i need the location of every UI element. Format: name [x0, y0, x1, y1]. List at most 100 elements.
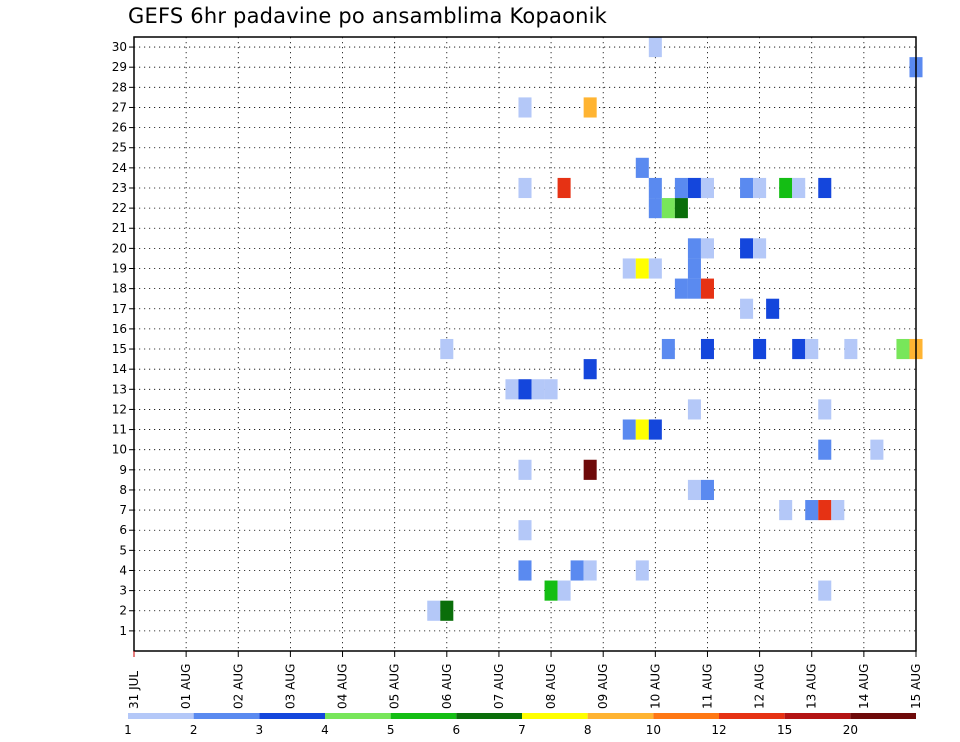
x-tick-label: 13 AUG — [805, 664, 819, 709]
data-cell — [687, 278, 701, 299]
y-tick-label: 24 — [112, 161, 127, 175]
legend-label: 1 — [124, 723, 132, 737]
data-cell — [440, 600, 454, 621]
y-tick-label: 7 — [119, 503, 127, 517]
data-cell — [687, 258, 701, 279]
y-tick-label: 23 — [112, 181, 127, 195]
data-cell — [427, 600, 441, 621]
legend-swatch — [784, 713, 851, 719]
y-tick-label: 16 — [112, 322, 127, 336]
data-cell — [583, 97, 597, 118]
x-tick-label: 05 AUG — [388, 664, 402, 709]
legend-label: 7 — [518, 723, 526, 737]
data-cell — [792, 338, 806, 360]
y-tick-label: 19 — [112, 262, 127, 276]
data-cell — [674, 278, 688, 299]
data-cell — [622, 258, 636, 279]
data-cell — [648, 198, 662, 219]
legend-label: 12 — [711, 723, 726, 737]
data-cell — [700, 338, 714, 360]
legend-label: 8 — [584, 723, 592, 737]
legend-label: 4 — [321, 723, 329, 737]
y-tick-label: 4 — [119, 563, 127, 577]
legend-swatch — [850, 713, 916, 719]
data-cell — [687, 177, 701, 199]
data-cell — [518, 97, 532, 118]
data-cell — [518, 520, 532, 541]
data-cell — [622, 419, 636, 440]
data-cell — [740, 298, 754, 319]
data-cell — [635, 560, 649, 581]
y-tick-label: 2 — [119, 604, 127, 618]
x-tick-label: 09 AUG — [596, 664, 610, 709]
data-cell — [635, 419, 649, 440]
data-cell — [753, 338, 767, 360]
chart-title: GEFS 6hr padavine po ansamblima Kopaonik — [128, 4, 608, 28]
x-tick-label: 01 AUG — [179, 664, 193, 709]
data-cell — [831, 500, 845, 521]
y-tick-label: 18 — [112, 282, 127, 296]
y-tick-label: 8 — [119, 483, 127, 497]
data-cell — [818, 580, 832, 601]
data-cell — [648, 177, 662, 199]
data-cell — [687, 399, 701, 420]
y-tick-label: 3 — [119, 584, 127, 598]
data-cell — [557, 177, 571, 199]
x-tick-label: 12 AUG — [753, 664, 767, 709]
data-cell — [518, 379, 532, 400]
x-tick-label: 03 AUG — [283, 664, 297, 709]
y-tick-label: 25 — [112, 141, 127, 155]
data-cell — [792, 177, 806, 199]
y-tick-label: 22 — [112, 201, 127, 215]
legend-label: 20 — [843, 723, 858, 737]
x-axis: 31 JUL 01 AUG 02 AUG 03 AUG 04 AUG 05 AUG 06 A… — [127, 651, 923, 709]
data-cell — [870, 439, 884, 460]
cells-layer — [427, 37, 923, 621]
y-tick-label: 21 — [112, 221, 127, 235]
y-tick-label: 28 — [112, 80, 127, 94]
data-cell — [544, 580, 558, 601]
data-cell — [818, 500, 832, 521]
data-cell — [779, 500, 793, 521]
y-tick-label: 17 — [112, 302, 127, 316]
grid-layer — [134, 37, 916, 651]
data-cell — [583, 560, 597, 581]
data-cell — [674, 198, 688, 219]
y-tick-label: 1 — [119, 624, 127, 638]
x-tick-label: 11 AUG — [700, 664, 714, 709]
legend-swatch — [390, 713, 457, 719]
plot-frame — [133, 36, 917, 652]
x-tick-label: 08 AUG — [544, 664, 558, 709]
y-tick-label: 26 — [112, 121, 127, 135]
data-cell — [700, 238, 714, 259]
data-cell — [648, 258, 662, 279]
y-tick-label: 12 — [112, 402, 127, 416]
y-tick-label: 13 — [112, 382, 127, 396]
x-tick-label: 31 JUL — [127, 671, 141, 709]
data-cell — [557, 580, 571, 601]
data-cell — [818, 177, 832, 199]
legend-swatch — [587, 713, 654, 719]
data-cell — [753, 177, 767, 199]
legend-swatch — [456, 713, 522, 719]
data-cell — [805, 338, 819, 360]
data-cell — [440, 338, 454, 360]
x-tick-label: 06 AUG — [440, 664, 454, 709]
data-cell — [818, 439, 832, 460]
data-cell — [661, 338, 675, 360]
data-cell — [740, 177, 754, 199]
legend-swatch — [128, 713, 194, 719]
x-tick-label: 07 AUG — [492, 664, 506, 709]
data-cell — [518, 560, 532, 581]
data-cell — [518, 459, 532, 480]
data-cell — [687, 238, 701, 259]
data-cell — [505, 379, 519, 400]
data-cell — [570, 560, 584, 581]
data-cell — [648, 37, 662, 58]
legend-swatch — [325, 713, 391, 719]
y-tick-label: 10 — [112, 443, 127, 457]
data-cell — [648, 419, 662, 440]
data-cell — [531, 379, 545, 400]
x-tick-label: 02 AUG — [231, 664, 245, 709]
